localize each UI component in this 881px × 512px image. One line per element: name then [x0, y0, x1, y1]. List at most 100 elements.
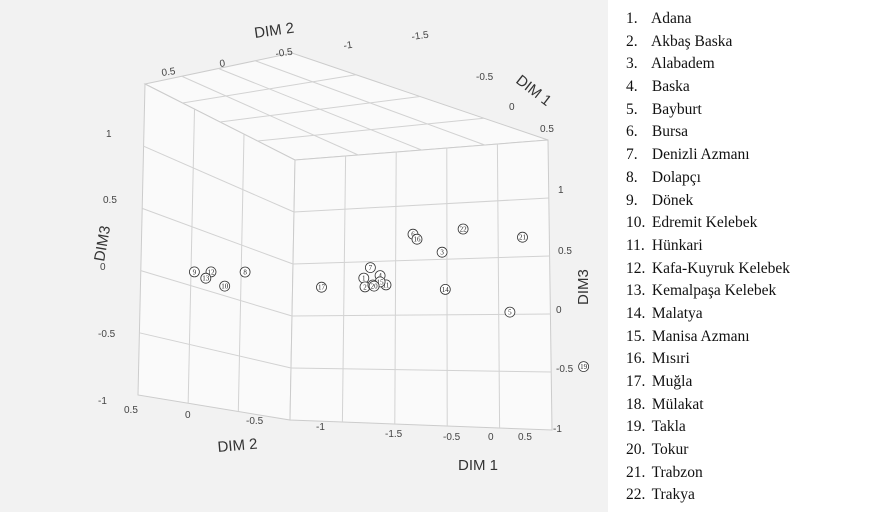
dim3-left-tick: 1	[106, 129, 112, 140]
point-marker	[368, 280, 380, 292]
dim2-top-title: DIM 2	[253, 20, 295, 42]
dim3-right-tick: -1	[553, 424, 562, 435]
dim3-left-tick: 0	[100, 262, 106, 273]
legend-number: 10.	[626, 214, 646, 232]
legend-number: 14.	[626, 304, 646, 322]
point-marker	[517, 231, 528, 243]
point-label: 11	[383, 281, 390, 289]
right-wall-gridline	[292, 255, 550, 265]
point-marker	[316, 281, 327, 293]
point-label: 8	[243, 268, 247, 276]
legend-name: Mülakat	[648, 395, 704, 413]
tick-labels: 0.5 0 -0.5 -1 -1.5 -0.5 0 0.5 1 0.5 0 -0.5 -1 1 0.5 0 -0…	[98, 30, 574, 443]
left-wall-gridline	[140, 270, 293, 317]
legend-name: Mısıri	[648, 350, 690, 368]
dim1-bottom-tick: 0	[488, 432, 494, 443]
legend-name: Adana	[648, 10, 692, 27]
dim2-bottom-title: DIM 2	[217, 436, 258, 456]
point-label: 12	[208, 268, 216, 276]
legend-item: 11. Hünkari	[626, 235, 790, 258]
dim3-right-tick: -0.5	[556, 364, 574, 375]
data-point: 9	[188, 266, 200, 278]
legend-item: 4. Baska	[626, 76, 790, 99]
legend-name: Hünkari	[648, 236, 703, 254]
legend-name: Alabadem	[648, 55, 715, 73]
point-label: 20	[371, 283, 379, 291]
legend-number: 7.	[626, 146, 638, 164]
right-wall	[289, 139, 553, 431]
point-label: 4	[378, 272, 382, 280]
legend-item: 14. Malatya	[626, 303, 790, 326]
dim3-right-tick: 0	[556, 305, 562, 316]
legend-item: 5. Bayburt	[626, 99, 790, 122]
legend-panel: 1. Adana 2. Akbaş Baska 3. Alabadem 4. Bask…	[608, 0, 881, 512]
point-label: 7	[369, 264, 373, 272]
data-point: 7	[364, 262, 376, 274]
right-wall-gridline	[293, 197, 549, 213]
top-wall-gridline	[219, 96, 421, 123]
point-label: 10	[221, 283, 229, 291]
legend-number: 22.	[626, 486, 646, 504]
legend-number: 4.	[626, 78, 638, 96]
legend-number: 5.	[626, 100, 638, 118]
point-marker	[239, 266, 251, 278]
scatter-3d-plot: DIM 2 DIM 1 DIM3 DIM3 DIM 2 DIM 1 0.5 0 -0…	[91, 20, 592, 474]
legend-item: 16. Mısıri	[626, 348, 790, 371]
dim1-top-title: DIM 1	[513, 72, 555, 110]
data-point: 3	[436, 246, 448, 258]
dim1-top-tick: 0.5	[540, 124, 554, 135]
dim1-bottom-title: DIM 1	[458, 457, 498, 474]
gridlines	[139, 60, 552, 429]
legend-number: 20.	[626, 441, 646, 459]
right-wall-gridline	[290, 367, 552, 373]
legend-name: Baska	[648, 78, 690, 96]
dim1-top-tick: 0	[509, 102, 515, 113]
legend-number: 13.	[626, 282, 646, 300]
legend-item: 9. Dönek	[626, 190, 790, 213]
legend-item: 3. Alabadem	[626, 53, 790, 76]
legend-name: Trakya	[648, 486, 695, 504]
data-point: 20	[368, 280, 380, 292]
right-wall-gridline	[341, 155, 347, 423]
legend-number: 3.	[626, 55, 638, 73]
point-marker	[436, 246, 448, 258]
legend-number: 21.	[626, 463, 646, 481]
legend-number: 16.	[626, 350, 646, 368]
legend-item: 21. Trabzon	[626, 462, 790, 485]
legend-item: 2. Akbaş Baska	[626, 31, 790, 54]
data-point: 13	[200, 272, 212, 284]
legend-item: 6. Bursa	[626, 121, 790, 144]
left-wall-gridline	[143, 145, 295, 213]
legend-item: 15. Manisa Azmanı	[626, 326, 790, 349]
dim2-bottom-tick: 0.5	[124, 405, 138, 416]
legend-name: Dolapçı	[648, 168, 701, 186]
legend-item: 18. Mülakat	[626, 394, 790, 417]
dim2-bottom-tick: 0	[185, 410, 191, 421]
dim3-right-title: DIM3	[575, 269, 592, 305]
point-label: 3	[440, 249, 444, 257]
dim2-top-tick: 0	[219, 58, 226, 70]
right-wall-gridline	[394, 151, 397, 425]
point-label: 15	[377, 278, 385, 286]
point-marker	[364, 262, 376, 274]
dim2-top-tick: -0.5	[275, 47, 294, 60]
legend-number: 8.	[626, 168, 638, 186]
point-marker	[578, 361, 589, 373]
point-label: 1	[362, 275, 366, 283]
dim3-left-tick: -1	[98, 396, 107, 407]
legend-name: Trabzon	[648, 463, 703, 481]
data-point: 8	[239, 266, 251, 278]
legend-name: Akbaş Baska	[648, 32, 733, 50]
dim3-left-title: DIM3	[91, 224, 114, 262]
dim2-bottom-tick: -1	[316, 422, 325, 433]
point-label: 22	[460, 225, 468, 233]
legend-item: 1. Adana	[626, 8, 790, 31]
legend-item: 12. Kafa-Kuyruk Kelebek	[626, 258, 790, 281]
left-wall-gridline	[139, 332, 292, 369]
legend-number: 12.	[626, 259, 646, 277]
point-label: 5	[508, 309, 512, 317]
legend-number: 19.	[626, 418, 646, 436]
legend-item: 7. Denizli Azmanı	[626, 144, 790, 167]
data-point: 5	[504, 306, 516, 318]
